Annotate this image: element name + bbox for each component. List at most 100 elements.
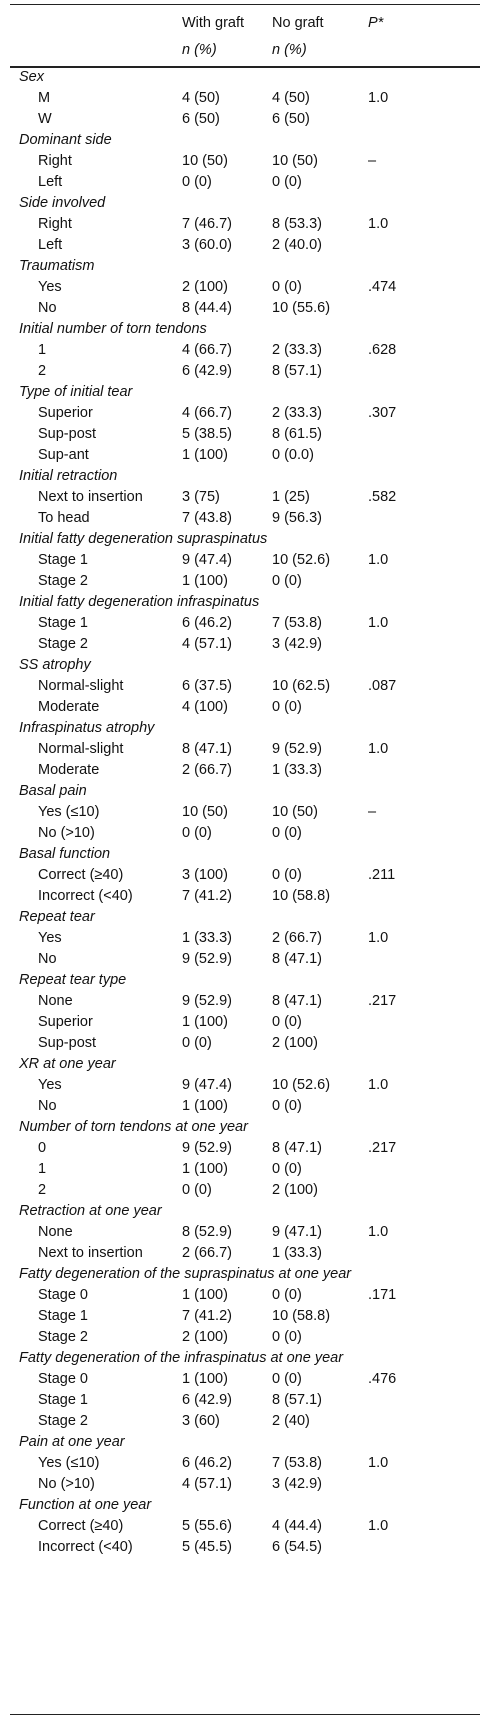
row-label: Yes (≤10): [38, 1455, 100, 1471]
no-graft-value: 8 (47.1): [272, 951, 322, 967]
header-with-graft: With graft: [182, 15, 245, 31]
row-label: No (>10): [38, 825, 95, 841]
no-graft-value: 2 (100): [272, 1182, 318, 1198]
row-label: Yes: [38, 1077, 62, 1093]
with-graft-value: 0 (0): [182, 174, 212, 190]
no-graft-value: 3 (42.9): [272, 636, 322, 652]
with-graft-value: 5 (38.5): [182, 426, 232, 442]
row-label: Left: [38, 174, 63, 190]
header-no-graft-unit: n (%): [272, 42, 307, 58]
row-label: Stage 2: [38, 1413, 88, 1429]
row-label: Stage 1: [38, 1308, 88, 1324]
header-bottom-rule: [10, 66, 480, 68]
no-graft-value: 9 (52.9): [272, 741, 322, 757]
no-graft-value: 2 (40): [272, 1413, 310, 1429]
no-graft-value: 0 (0): [272, 174, 302, 190]
row-label: 2: [38, 363, 47, 379]
comparison-table: With graft No graft P* n (%) n (%) Sex M 4…: [10, 0, 480, 1726]
with-graft-value: 8 (44.4): [182, 300, 232, 316]
section-title: SS atrophy: [19, 657, 91, 673]
row-label: 1: [38, 1161, 47, 1177]
row-label: 0: [38, 1140, 47, 1156]
no-graft-value: 9 (56.3): [272, 510, 322, 526]
no-graft-value: 4 (50): [272, 90, 310, 106]
with-graft-value: 0 (0): [182, 825, 212, 841]
row-label: Stage 2: [38, 573, 88, 589]
no-graft-value: 2 (40.0): [272, 237, 322, 253]
row-label: Normal-slight: [38, 678, 124, 694]
p-value: 1.0: [368, 930, 389, 946]
section-title: Initial fatty degeneration supraspinatus: [19, 531, 268, 547]
row-label: Moderate: [38, 699, 100, 715]
p-value: .307: [368, 405, 397, 421]
section-title: Fatty degeneration of the supraspinatus …: [19, 1266, 352, 1282]
p-value: 1.0: [368, 615, 389, 631]
no-graft-value: 0 (0): [272, 1098, 302, 1114]
no-graft-value: 10 (50): [272, 804, 318, 820]
with-graft-value: 4 (57.1): [182, 636, 232, 652]
p-value: 1.0: [368, 552, 389, 568]
no-graft-value: 1 (33.3): [272, 762, 322, 778]
row-label: Stage 2: [38, 1329, 88, 1345]
no-graft-value: 8 (61.5): [272, 426, 322, 442]
row-label: Left: [38, 237, 63, 253]
section-title: Initial fatty degeneration infraspinatus: [19, 594, 260, 610]
with-graft-value: 1 (33.3): [182, 930, 232, 946]
row-label: Stage 1: [38, 615, 88, 631]
with-graft-value: 1 (100): [182, 1371, 228, 1387]
with-graft-value: 9 (52.9): [182, 951, 232, 967]
no-graft-value: 0 (0): [272, 825, 302, 841]
with-graft-value: 1 (100): [182, 1014, 228, 1030]
row-label: Next to insertion: [38, 1245, 143, 1261]
with-graft-value: 8 (47.1): [182, 741, 232, 757]
with-graft-value: 6 (37.5): [182, 678, 232, 694]
with-graft-value: 2 (100): [182, 1329, 228, 1345]
with-graft-value: 9 (47.4): [182, 1077, 232, 1093]
row-label: Incorrect (<40): [38, 888, 133, 904]
no-graft-value: 3 (42.9): [272, 1476, 322, 1492]
p-value: –: [368, 804, 377, 820]
row-label: Stage 2: [38, 636, 88, 652]
with-graft-value: 4 (57.1): [182, 1476, 232, 1492]
p-value: .087: [368, 678, 397, 694]
p-value: 1.0: [368, 1455, 389, 1471]
with-graft-value: 10 (50): [182, 153, 228, 169]
no-graft-value: 8 (53.3): [272, 216, 322, 232]
with-graft-value: 0 (0): [182, 1035, 212, 1051]
row-label: Superior: [38, 1014, 93, 1030]
row-label: Correct (≥40): [38, 867, 124, 883]
no-graft-value: 2 (33.3): [272, 342, 322, 358]
section-title: Initial retraction: [19, 468, 118, 484]
row-label: 2: [38, 1182, 47, 1198]
row-label: W: [38, 111, 52, 127]
section-title: Number of torn tendons at one year: [19, 1119, 248, 1135]
section-title: Fatty degeneration of the infraspinatus …: [19, 1350, 344, 1366]
row-label: M: [38, 90, 51, 106]
row-label: Stage 0: [38, 1287, 88, 1303]
with-graft-value: 4 (66.7): [182, 342, 232, 358]
p-value: .476: [368, 1371, 397, 1387]
with-graft-value: 10 (50): [182, 804, 228, 820]
row-label: Normal-slight: [38, 741, 124, 757]
no-graft-value: 0 (0): [272, 573, 302, 589]
p-value: 1.0: [368, 741, 389, 757]
no-graft-value: 10 (55.6): [272, 300, 331, 316]
with-graft-value: 3 (60): [182, 1413, 220, 1429]
p-value: .474: [368, 279, 397, 295]
p-value: 1.0: [368, 1224, 389, 1240]
header-with-graft-unit: n (%): [182, 42, 217, 58]
with-graft-value: 6 (42.9): [182, 363, 232, 379]
with-graft-value: 5 (45.5): [182, 1539, 232, 1555]
p-value: –: [368, 153, 377, 169]
row-label: Right: [38, 216, 72, 232]
with-graft-value: 9 (52.9): [182, 1140, 232, 1156]
with-graft-value: 9 (52.9): [182, 993, 232, 1009]
row-label: Yes: [38, 930, 62, 946]
row-label: Yes (≤10): [38, 804, 100, 820]
section-title: Repeat tear type: [19, 972, 127, 988]
header-p-value: P*: [368, 15, 384, 31]
no-graft-value: 9 (47.1): [272, 1224, 322, 1240]
p-value: .628: [368, 342, 397, 358]
section-title: Dominant side: [19, 132, 112, 148]
p-value: 1.0: [368, 90, 389, 106]
